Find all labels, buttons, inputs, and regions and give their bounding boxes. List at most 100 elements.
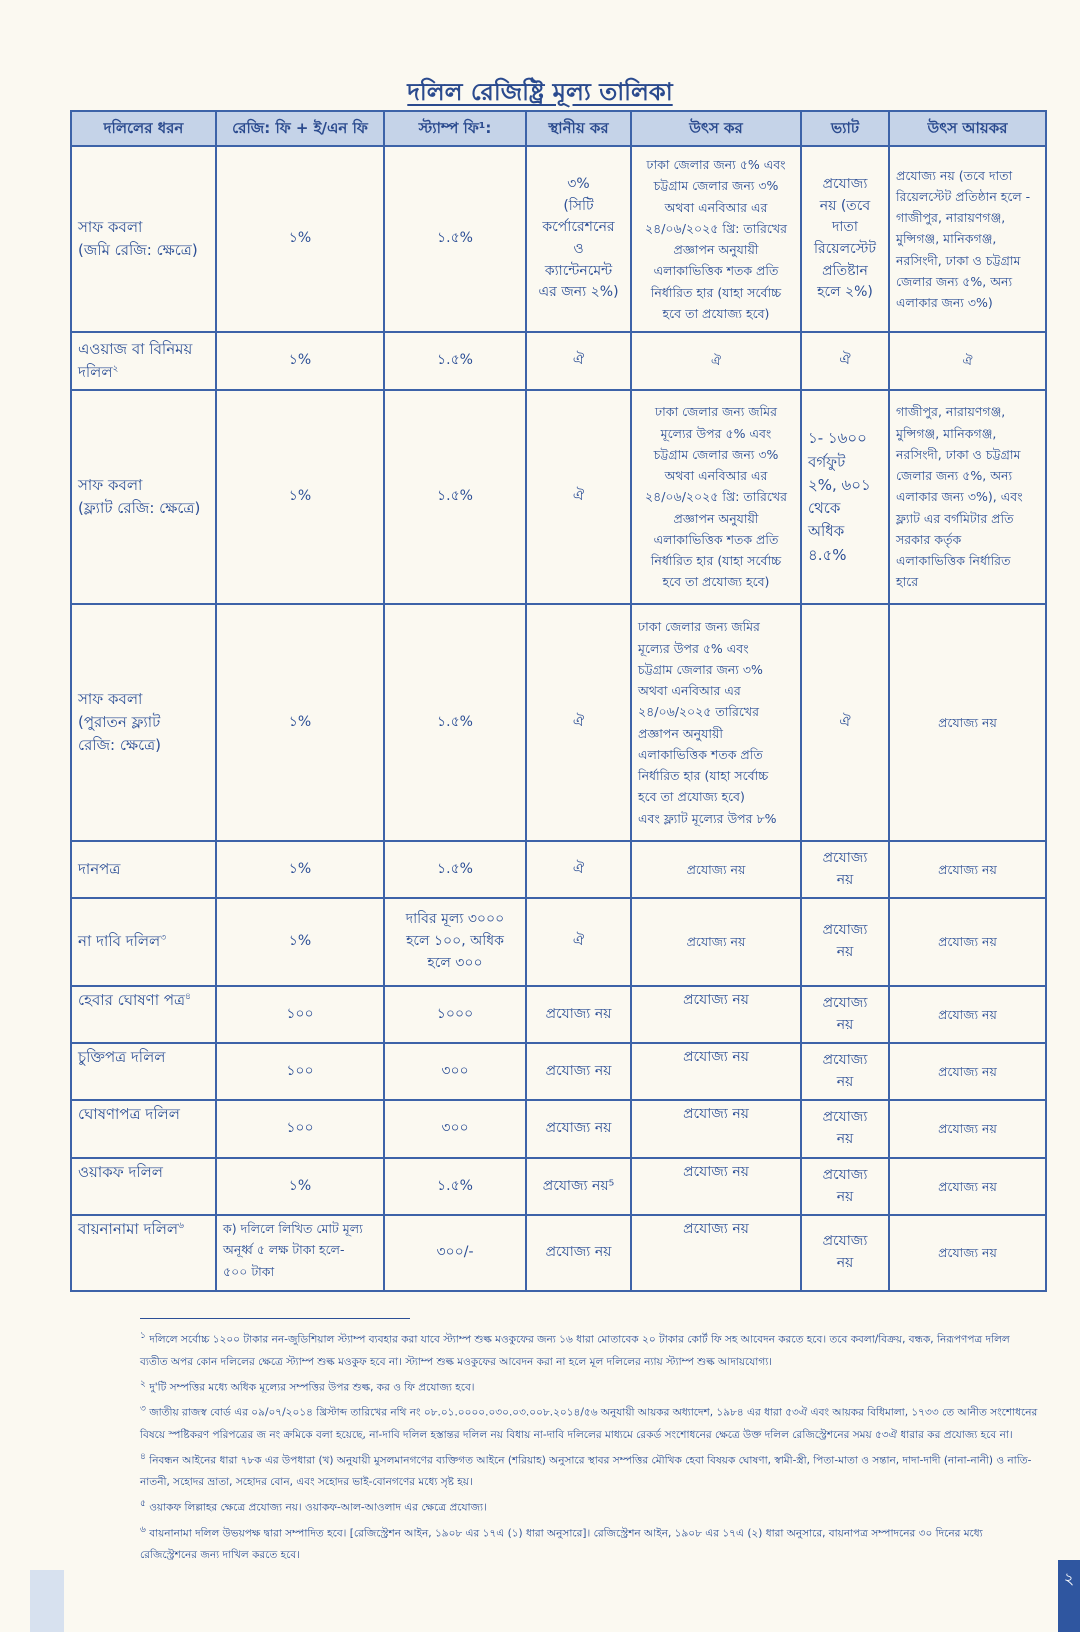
cell-stamp-fee: ১.৫% xyxy=(383,331,527,391)
page-title-wrap: দলিল রেজিষ্ট্রি মূল্য তালিকা xyxy=(0,74,1080,114)
deed-type-label: সাফ কবলা (জমি রেজি: ক্ষেত্রে) xyxy=(78,217,198,259)
footnote-text: ওয়াকফ লিল্লাহর ক্ষেত্রে প্রযোজ্য নয়। ও… xyxy=(149,1501,487,1514)
cell-reg-fee: ১% xyxy=(215,145,385,333)
cell-deed-type: দানপত্র xyxy=(70,840,217,899)
cell-source-tax: প্রযোজ্য নয় xyxy=(630,1099,802,1159)
cell-stamp-fee: ৩০০ xyxy=(383,1099,527,1159)
page-title: দলিল রেজিষ্ট্রি মূল্য তালিকা xyxy=(407,78,673,106)
cell-source-tax: ঢাকা জেলার জন্য ৫% এবং চট্টগ্রাম জেলার জ… xyxy=(630,145,802,333)
cell-deed-type: সাফ কবলা (জমি রেজি: ক্ষেত্রে) xyxy=(70,145,217,333)
cell-vat: প্রযোজ্য নয় xyxy=(800,1099,890,1159)
deed-type-label: ঘোষণাপত্র দলিল xyxy=(78,1105,180,1123)
footnote-mark: ১ xyxy=(140,1331,146,1341)
cell-local-tax: ঐ xyxy=(525,897,632,987)
table-row: চুক্তিপত্র দলিল ১০০ ৩০০ প্রযোজ্য নয় প্রযোজ্… xyxy=(70,1042,1047,1101)
table-row: সাফ কবলা (পুরাতন ফ্ল্যাট রেজি: ক্ষেত্রে)… xyxy=(70,603,1047,842)
cell-vat: প্রযোজ্য নয় xyxy=(800,897,890,987)
cell-vat: প্রযোজ্য নয় xyxy=(800,1042,890,1101)
cell-stamp-fee: ১.৫% xyxy=(383,840,527,899)
footnote-marker: ৬ xyxy=(178,1221,184,1231)
table-row: বায়নানামা দলিল৬ ক) দলিলে লিখিত মোট মূল্য… xyxy=(70,1214,1047,1292)
cell-income-tax: প্রযোজ্য নয় xyxy=(888,985,1047,1044)
cell-income-tax: প্রযোজ্য নয় xyxy=(888,603,1047,842)
cell-source-tax: প্রযোজ্য নয় xyxy=(630,840,802,899)
deed-type-label: ওয়াকফ দলিল xyxy=(78,1163,163,1181)
cell-reg-fee: ক) দলিলে লিখিত মোট মূল্য অনূর্ধ্ব ৫ লক্ষ… xyxy=(215,1214,385,1292)
footnote-text: জাতীয় রাজস্ব বোর্ড এর ০৯/০৭/২০১৪ খ্রিস্… xyxy=(140,1406,1038,1441)
cell-reg-fee: ১% xyxy=(215,840,385,899)
footnote: ২ দু'টি সম্পত্তির মধ্যে অধিক মূল্যের সম্… xyxy=(140,1373,1040,1399)
cell-source-tax: প্রযোজ্য নয় xyxy=(630,985,802,1044)
cell-income-tax: প্রযোজ্য নয় xyxy=(888,1099,1047,1159)
footnote: ৬ বায়নানামা দলিল উভয়পক্ষ দ্বারা সম্পাদ… xyxy=(140,1519,1040,1567)
cell-vat: ১- ১৬০০ বর্গফুট ২%, ৬০১ থেকে অধিক ৪.৫% xyxy=(800,389,890,605)
cell-vat: ঐ xyxy=(800,331,890,391)
cell-local-tax: ৩% (সিটি কর্পোরেশনের ও ক্যান্টেনমেন্ট এর… xyxy=(525,145,632,333)
table-row: ওয়াকফ দলিল ১% ১.৫% প্রযোজ্য নয়⁵ প্রযোজ্য ন… xyxy=(70,1157,1047,1216)
deed-type-label: বায়নানামা দলিল xyxy=(78,1220,179,1238)
cell-deed-type: হেবার ঘোষণা পত্র৪ xyxy=(70,985,217,1044)
registration-fee-table: দলিলের ধরন রেজি: ফি + ই/এন ফি স্ট্যাম্প … xyxy=(70,110,1047,1292)
cell-income-tax: প্রযোজ্য নয় xyxy=(888,1042,1047,1101)
footnote-mark: ৩ xyxy=(140,1404,146,1414)
table-row: হেবার ঘোষণা পত্র৪ ১০০ ১০০০ প্রযোজ্য নয় প্রয… xyxy=(70,985,1047,1044)
col-header-deed-type: দলিলের ধরন xyxy=(70,110,217,147)
footnote-marker: ৪ xyxy=(185,992,191,1002)
cell-stamp-fee: ১০০০ xyxy=(383,985,527,1044)
footnote: ১ দলিলে সর্বোচ্চ ১২০০ টাকার নন-জুডিশিয়া… xyxy=(140,1325,1040,1373)
footnote: ৪ নিবন্ধন আইনের ধারা ৭৮ক এর উপধারা (খ) অ… xyxy=(140,1446,1040,1494)
cell-local-tax: ঐ xyxy=(525,331,632,391)
footnote-marker: ২ xyxy=(112,364,119,374)
deed-type-label: চুক্তিপত্র দলিল xyxy=(78,1048,166,1066)
cell-local-tax: প্রযোজ্য নয়⁵ xyxy=(525,1157,632,1216)
cell-deed-type: চুক্তিপত্র দলিল xyxy=(70,1042,217,1101)
cell-income-tax: প্রযোজ্য নয় xyxy=(888,1157,1047,1216)
cell-vat: প্রযোজ্য নয় xyxy=(800,1157,890,1216)
col-header-stamp-fee: স্ট্যাম্প ফি¹: xyxy=(383,110,527,147)
footnote-marker: ৩ xyxy=(160,933,167,944)
deed-type-label: সাফ কবলা (ফ্ল্যাট রেজি: ক্ষেত্রে) xyxy=(78,475,201,517)
cell-vat: প্রযোজ্য নয় xyxy=(800,840,890,899)
cell-deed-type: ওয়াকফ দলিল xyxy=(70,1157,217,1216)
cell-stamp-fee: ৩০০ xyxy=(383,1042,527,1101)
footnote-text: দলিলে সর্বোচ্চ ১২০০ টাকার নন-জুডিশিয়াল … xyxy=(140,1333,1010,1368)
cell-income-tax: প্রযোজ্য নয় xyxy=(888,840,1047,899)
col-header-vat: ভ্যাট xyxy=(800,110,890,147)
cell-stamp-fee: ৩০০/- xyxy=(383,1214,527,1292)
col-header-local-tax: স্থানীয় কর xyxy=(525,110,632,147)
cell-source-tax: প্রযোজ্য নয় xyxy=(630,1042,802,1101)
table-row: ঘোষণাপত্র দলিল ১০০ ৩০০ প্রযোজ্য নয় প্রযোজ্য… xyxy=(70,1099,1047,1159)
cell-deed-type: বায়নানামা দলিল৬ xyxy=(70,1214,217,1292)
cell-local-tax: ঐ xyxy=(525,389,632,605)
deed-type-label: দানপত্র xyxy=(78,859,121,878)
cell-local-tax: প্রযোজ্য নয় xyxy=(525,1042,632,1101)
cell-local-tax: ঐ xyxy=(525,840,632,899)
footnote: ৫ ওয়াকফ লিল্লাহর ক্ষেত্রে প্রযোজ্য নয়।… xyxy=(140,1493,1040,1519)
table-row: দানপত্র ১% ১.৫% ঐ প্রযোজ্য নয় প্রযোজ্য নয় প্… xyxy=(70,840,1047,899)
cell-income-tax: প্রযোজ্য নয় xyxy=(888,897,1047,987)
cell-reg-fee: ১% xyxy=(215,389,385,605)
cell-reg-fee: ১০০ xyxy=(215,985,385,1044)
table-row: সাফ কবলা (জমি রেজি: ক্ষেত্রে) ১% ১.৫% ৩% (স… xyxy=(70,145,1047,333)
cell-deed-type: ঘোষণাপত্র দলিল xyxy=(70,1099,217,1159)
cell-deed-type: না দাবি দলিল৩ xyxy=(70,897,217,987)
footnote-text: দু'টি সম্পত্তির মধ্যে অধিক মূল্যের সম্পত… xyxy=(149,1381,475,1393)
page-edge-tab xyxy=(30,1570,64,1632)
footnotes: ১ দলিলে সর্বোচ্চ ১২০০ টাকার নন-জুডিশিয়া… xyxy=(140,1325,1040,1566)
cell-deed-type: সাফ কবলা (পুরাতন ফ্ল্যাট রেজি: ক্ষেত্রে) xyxy=(70,603,217,842)
footnote-mark: ২ xyxy=(140,1378,146,1389)
cell-stamp-fee: দাবির মূল্য ৩০০০ হলে ১০০, অধিক হলে ৩০০ xyxy=(383,897,527,987)
footnote-text: বায়নানামা দলিল উভয়পক্ষ দ্বারা সম্পাদিত… xyxy=(140,1527,983,1561)
table-row: এওয়াজ বা বিনিময় দলিল২ ১% ১.৫% ঐ ঐ ঐ ঐ xyxy=(70,331,1047,391)
cell-income-tax: প্রযোজ্য নয় (তবে দাতা রিয়েলস্টেট প্রতি… xyxy=(888,145,1047,333)
table-row: না দাবি দলিল৩ ১% দাবির মূল্য ৩০০০ হলে ১০০,… xyxy=(70,897,1047,987)
cell-source-tax: ঐ xyxy=(630,331,802,391)
deed-type-label: না দাবি দলিল xyxy=(78,932,161,951)
deed-type-label: এওয়াজ বা বিনিময় দলিল xyxy=(78,339,193,381)
cell-vat: প্রযোজ্য নয় xyxy=(800,985,890,1044)
col-header-reg-fee: রেজি: ফি + ই/এন ফি xyxy=(215,110,385,147)
col-header-source-tax: উৎস কর xyxy=(630,110,802,147)
cell-vat: ঐ xyxy=(800,603,890,842)
footnote-mark: ৫ xyxy=(140,1499,146,1509)
cell-source-tax: প্রযোজ্য নয় xyxy=(630,1157,802,1216)
